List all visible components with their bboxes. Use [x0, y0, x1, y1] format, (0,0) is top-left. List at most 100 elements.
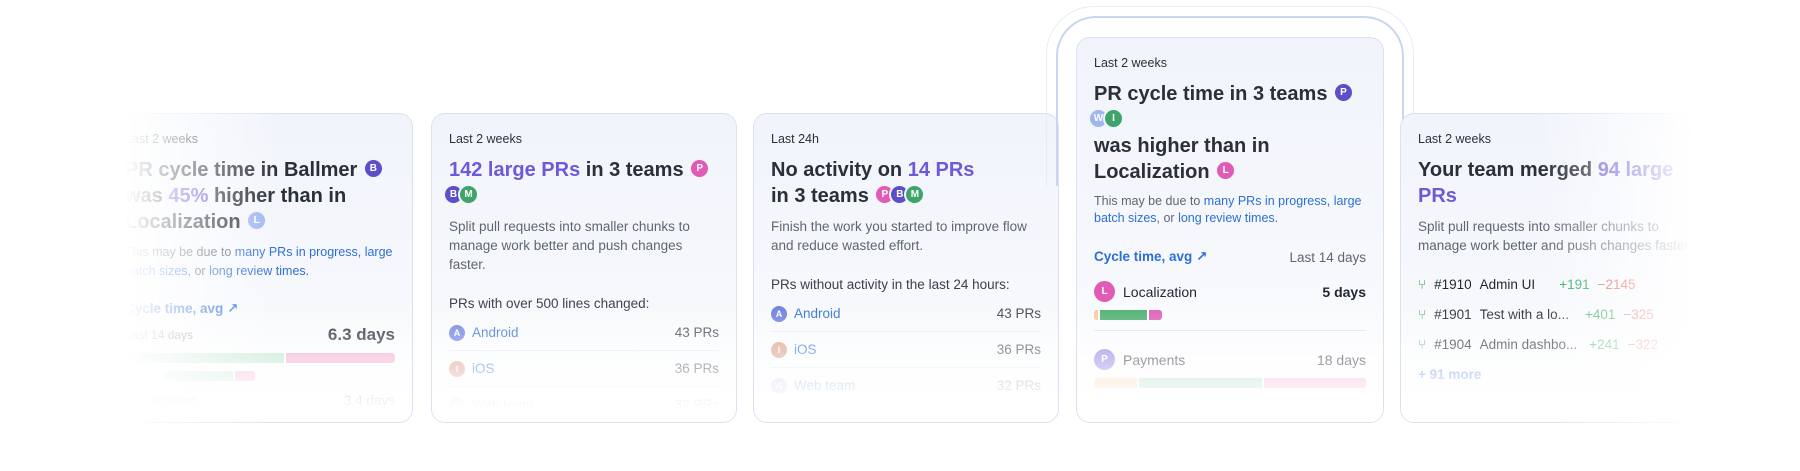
row-value: 43 PRs [996, 306, 1041, 321]
team-name[interactable]: Web team [472, 397, 534, 412]
metric-label: Cycle time, avg [125, 301, 224, 316]
team-avatar: M [458, 184, 479, 206]
desc-text: , or [187, 264, 206, 278]
team-avatar: L [1215, 160, 1237, 182]
title-highlight: 142 large PRs [449, 159, 581, 181]
pr-item[interactable]: ⑂ #1910 Admin UI +191 −2145 [1418, 269, 1702, 299]
pr-list: ⑂ #1910 Admin UI +191 −2145 ⑂ #1901 Test… [1418, 269, 1702, 389]
pr-item[interactable]: ⑂ #1901 Test with a lo... +401 −325 [1418, 299, 1702, 329]
card-period: Last 2 weeks [449, 132, 522, 146]
team-metric-row[interactable]: L Localization 5 days [1094, 281, 1366, 302]
team-name[interactable]: Android [794, 306, 841, 321]
size-distribution-link[interactable]: Pull request size distribution ↗ [1418, 403, 1595, 418]
pr-deletions: −322 [1627, 336, 1659, 352]
cycle-time-bar [1094, 378, 1366, 388]
team-name[interactable]: Web team [794, 378, 856, 393]
title-text: Your team merged [1418, 159, 1593, 181]
desc-text: This may be due to [125, 245, 232, 259]
metric-header: Cycle time, avg ↗ [125, 301, 395, 317]
pull-request-icon: ⑂ [1418, 306, 1427, 322]
pr-additions: +191 [1559, 276, 1590, 292]
card-title: PR cycle time in Ballmer B was 45% highe… [125, 157, 395, 235]
metric-row: Last 14 days 6.3 days [125, 325, 395, 345]
pull-request-icon: ⑂ [1418, 336, 1427, 352]
title-text: was higher than in [1094, 135, 1270, 157]
team-metric-row[interactable]: P Payments 18 days [1094, 349, 1366, 370]
list-item[interactable]: W Web team 32 PRs [771, 368, 1041, 404]
cycle-time-bar [125, 353, 395, 363]
desc-text: , or [1156, 211, 1175, 225]
title-text: Localization [125, 211, 241, 233]
card-description: Finish the work you started to improve f… [771, 219, 1027, 253]
title-text: was [125, 185, 163, 207]
team-avatar: P [1094, 349, 1115, 370]
pr-title: Test with a lo... [1479, 306, 1569, 322]
row-value: 32 PRs [996, 378, 1041, 393]
metric-row: Localization 3.4 days [125, 393, 395, 408]
title-text: No activity on [771, 159, 903, 181]
footer-label: Pull request size distribution [1418, 403, 1580, 418]
card-title: Your team merged 94 large PRs [1418, 157, 1702, 209]
card-period: Last 2 weeks [1418, 132, 1491, 146]
pr-item[interactable]: ⑂ #1904 Admin dashbo... +241 −322 [1418, 329, 1702, 359]
team-name: Localization [125, 393, 197, 408]
insight-card-large-prs[interactable]: Last 2 weeks 142 large PRs in 3 teams PB… [431, 113, 737, 423]
insight-card-cycle-time-teams[interactable]: Last 2 weeks PR cycle time in 3 teams PW… [1076, 37, 1384, 423]
insight-link[interactable]: long review times. [209, 264, 310, 278]
team-icon: A [771, 305, 787, 322]
pr-additions: +401 [1584, 306, 1616, 322]
more-prs-link[interactable]: + 91 more [1418, 366, 1482, 382]
team-avatar: I [1103, 108, 1124, 130]
team-icon: A [449, 324, 465, 341]
title-text: PR cycle time in 3 teams [1094, 83, 1328, 105]
card-description: This may be due to many PRs in progress,… [1094, 193, 1366, 227]
list-subtitle: PRs without activity in the last 24 hour… [771, 277, 1010, 292]
list-item[interactable]: A Android 43 PRs [771, 296, 1041, 332]
team-avatar: P [1333, 82, 1355, 104]
title-text: Localization [1094, 161, 1210, 183]
insight-link[interactable]: long review times. [1178, 211, 1279, 225]
insight-card-merged-prs[interactable]: Last 2 weeks Your team merged 94 large P… [1400, 113, 1720, 423]
card-description: Split pull requests into smaller chunks … [1418, 219, 1692, 253]
cycle-time-bar [1094, 310, 1162, 320]
card-period: Last 2 weeks [1094, 56, 1167, 70]
metric-link[interactable]: Cycle time, avg ↗ [125, 301, 239, 316]
team-name[interactable]: iOS [472, 361, 495, 376]
card-period: Last 24h [771, 132, 819, 146]
list-subtitle: PRs with over 500 lines changed: [449, 296, 650, 311]
team-avatar: I [1094, 410, 1115, 422]
team-avatar: M [904, 184, 926, 206]
pr-id: #1910 [1434, 276, 1472, 292]
metric-range: Last 14 days [1289, 249, 1366, 265]
team-name[interactable]: Android [472, 325, 519, 340]
metric-header: Cycle time, avg ↗ Last 14 days [1094, 249, 1366, 265]
metric-link[interactable]: Cycle time, avg ↗ [1094, 249, 1208, 264]
card-description: Split pull requests into smaller chunks … [449, 219, 690, 272]
team-icon: W [771, 377, 787, 394]
metric-value: 5 days [1322, 283, 1366, 300]
insight-card-inactive-prs[interactable]: Last 24h No activity on 14 PRs in 3 team… [753, 113, 1059, 423]
team-avatar: L [246, 210, 268, 232]
list-item[interactable]: A Android 43 PRs [449, 315, 719, 351]
team-name[interactable]: iOS [794, 342, 817, 357]
metric-value: 6.3 days [327, 325, 395, 344]
row-value: 43 PRs [674, 325, 719, 340]
team-icon: I [449, 360, 465, 377]
team-icon: I [771, 341, 787, 358]
pr-title: Admin UI [1479, 276, 1536, 292]
insight-link[interactable]: many PRs in progress, large batch sizes [1094, 194, 1362, 225]
title-text: higher than in [213, 185, 347, 207]
metric-value: 18 days [1316, 351, 1366, 368]
title-highlight: 45% [168, 185, 209, 207]
insight-card-ballmer[interactable]: Last 2 weeks PR cycle time in Ballmer B … [107, 113, 413, 423]
metric-label: Cycle time, avg [1094, 249, 1193, 264]
team-name: iOS [1123, 412, 1147, 423]
row-value: 32 PRs [674, 397, 719, 412]
list-item[interactable]: W Web team 32 PRs [449, 387, 719, 422]
title-text: PR cycle time in Ballmer [125, 159, 358, 181]
